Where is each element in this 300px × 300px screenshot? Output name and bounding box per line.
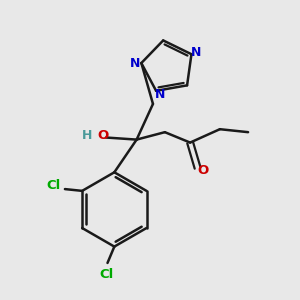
Text: O: O	[197, 164, 208, 177]
Text: N: N	[191, 46, 201, 59]
Text: N: N	[154, 88, 165, 101]
Text: Cl: Cl	[99, 268, 113, 281]
Text: Cl: Cl	[47, 179, 61, 192]
Text: O: O	[97, 129, 108, 142]
Text: N: N	[130, 57, 140, 70]
Text: H: H	[82, 129, 92, 142]
